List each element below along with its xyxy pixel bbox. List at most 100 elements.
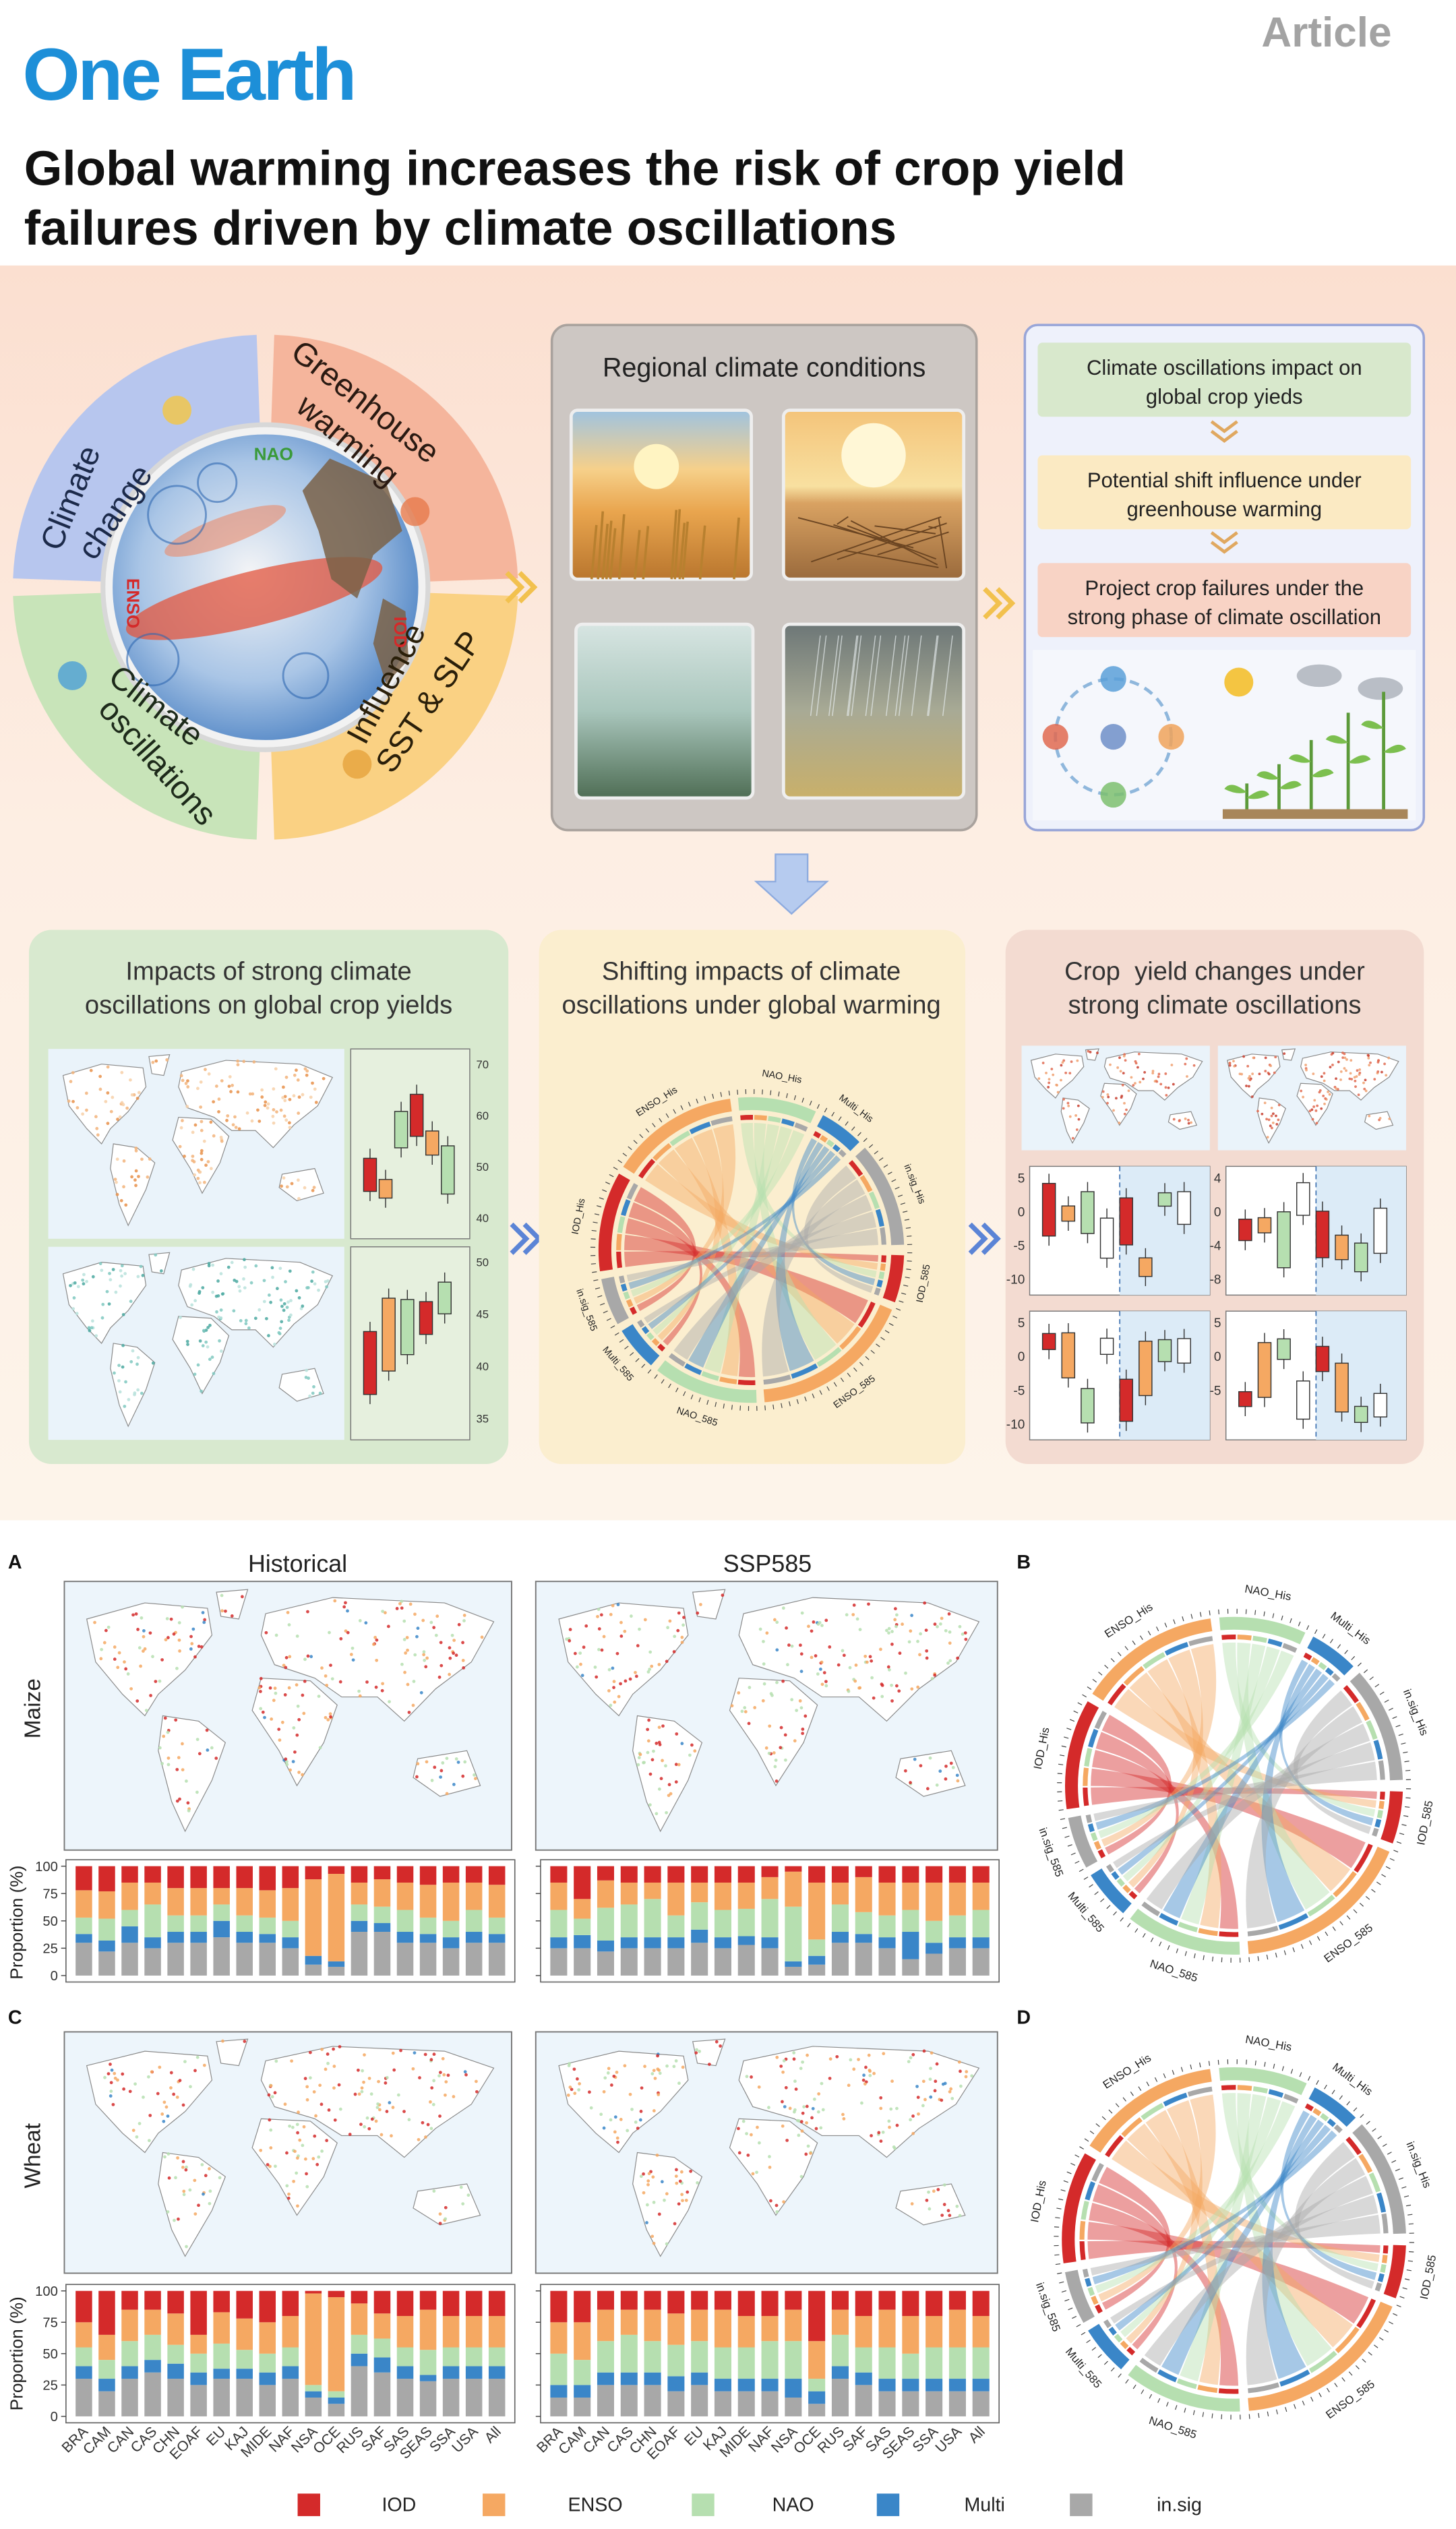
- legend-swatch: [1070, 2493, 1093, 2516]
- map-pixel: [1190, 1121, 1193, 1124]
- map-pixel: [271, 1275, 274, 1279]
- map-pixel: [1368, 1114, 1371, 1118]
- map-pixel: [279, 1298, 283, 1302]
- chord-inner: [1159, 1912, 1179, 1926]
- map-pixel: [1062, 1098, 1065, 1101]
- map-pixel: [179, 1316, 182, 1319]
- rain: [828, 635, 839, 717]
- map-pixel: [160, 1761, 164, 1765]
- map-pixel: [109, 2063, 112, 2066]
- bar-segment: [373, 1906, 391, 1924]
- map-pixel: [284, 1118, 289, 1122]
- bar-segment: [644, 2309, 661, 2342]
- map-pixel: [602, 2090, 606, 2094]
- map-pixel: [421, 2121, 425, 2125]
- driver-sector: [13, 334, 260, 582]
- map-pixel: [764, 1746, 768, 1750]
- chevron: [981, 1222, 1001, 1255]
- map-pixel: [139, 1664, 142, 1668]
- chord-inner: [1097, 1849, 1106, 1859]
- map-pixel: [262, 1279, 266, 1283]
- map-pixel: [218, 2176, 222, 2180]
- chord-inner: [1085, 1814, 1093, 1823]
- bar-segment: [574, 1934, 591, 1949]
- chord-tick: [1056, 2207, 1062, 2210]
- map-pixel: [665, 1659, 669, 1664]
- map-pixel: [799, 2174, 803, 2178]
- map-pixel: [855, 1617, 859, 1621]
- map-pixel: [744, 1710, 748, 1713]
- map-pixel: [958, 2214, 962, 2218]
- map-pixel: [439, 1769, 444, 1773]
- chord-tick: [1388, 1707, 1393, 1711]
- bar-segment: [282, 1866, 299, 1889]
- map-pixel: [781, 2100, 784, 2104]
- bar-segment: [902, 1910, 919, 1932]
- map-pixel: [297, 1771, 301, 1774]
- map-pixel: [949, 1761, 953, 1765]
- bar-segment: [714, 1948, 731, 1976]
- chord-tick: [1117, 1651, 1122, 1656]
- map-pixel: [175, 1666, 179, 1670]
- map-pixel: [130, 1175, 133, 1179]
- map-pixel: [787, 1643, 791, 1647]
- bar-segment: [305, 2397, 322, 2416]
- map-pixel: [463, 1760, 467, 1764]
- map-pixel: [758, 1627, 762, 1631]
- map-pixel: [881, 2131, 885, 2134]
- chord-ribbon: [1180, 2094, 1267, 2381]
- map-pixel: [741, 2119, 746, 2123]
- chord-label: Multi_His: [1328, 1609, 1372, 1647]
- map-pixel: [1313, 1099, 1316, 1102]
- map-pixel: [665, 2192, 669, 2196]
- map-pixel: [1305, 1068, 1308, 1072]
- chord-tick: [610, 1325, 615, 1329]
- map-pixel: [747, 1721, 751, 1726]
- map-pixel: [305, 1069, 309, 1073]
- map-pixel: [576, 2077, 579, 2081]
- map-pixel: [918, 1653, 921, 1657]
- chord-tick: [1173, 1619, 1176, 1624]
- rain: [870, 635, 882, 717]
- chord-tick: [896, 1308, 901, 1311]
- step-text: greenhouse warming: [1126, 497, 1322, 521]
- map-pixel: [1275, 1123, 1279, 1126]
- bar-segment: [190, 2334, 207, 2354]
- panel-letter: A: [8, 1552, 22, 1573]
- map-pixel: [783, 2105, 787, 2108]
- chord-tick: [595, 1287, 601, 1289]
- map-pixel: [270, 1266, 274, 1270]
- bar-segment: [644, 1937, 661, 1949]
- map-pixel: [1071, 1136, 1074, 1140]
- bar-segment: [644, 1882, 661, 1899]
- map-pixel: [165, 1058, 169, 1062]
- map-pixel: [204, 2174, 208, 2178]
- map-pixel: [429, 2127, 433, 2131]
- map-pixel: [895, 2106, 899, 2110]
- bar-segment: [259, 1934, 276, 1943]
- mini-box: [1354, 1242, 1368, 1273]
- map-pixel: [327, 2108, 331, 2112]
- map-pixel: [698, 2050, 702, 2053]
- bar-segment: [236, 1943, 253, 1976]
- map-pixel: [1101, 1090, 1105, 1093]
- map-pixel: [117, 1379, 121, 1382]
- map-pixel: [737, 1691, 741, 1695]
- chord-tick: [1064, 2298, 1070, 2302]
- map-pixel: [1312, 1072, 1315, 1076]
- mini-tick-label: 35: [476, 1412, 489, 1425]
- crop-label: Maize: [21, 1678, 46, 1738]
- map-pixel: [933, 2089, 937, 2093]
- map-pixel: [198, 1752, 202, 1756]
- map-pixel: [816, 1622, 820, 1626]
- map-pixel: [426, 2123, 430, 2127]
- chord-tick: [812, 1393, 815, 1399]
- bar-segment: [902, 1959, 919, 1976]
- bar-segment: [761, 1899, 779, 1938]
- map-pixel: [719, 2044, 722, 2048]
- map-pixel: [217, 1110, 220, 1114]
- chord-inner: [616, 1251, 623, 1269]
- map-pixel: [430, 2086, 434, 2090]
- chord-ribbon: [1112, 2140, 1380, 2262]
- map-pixel: [149, 1694, 152, 1697]
